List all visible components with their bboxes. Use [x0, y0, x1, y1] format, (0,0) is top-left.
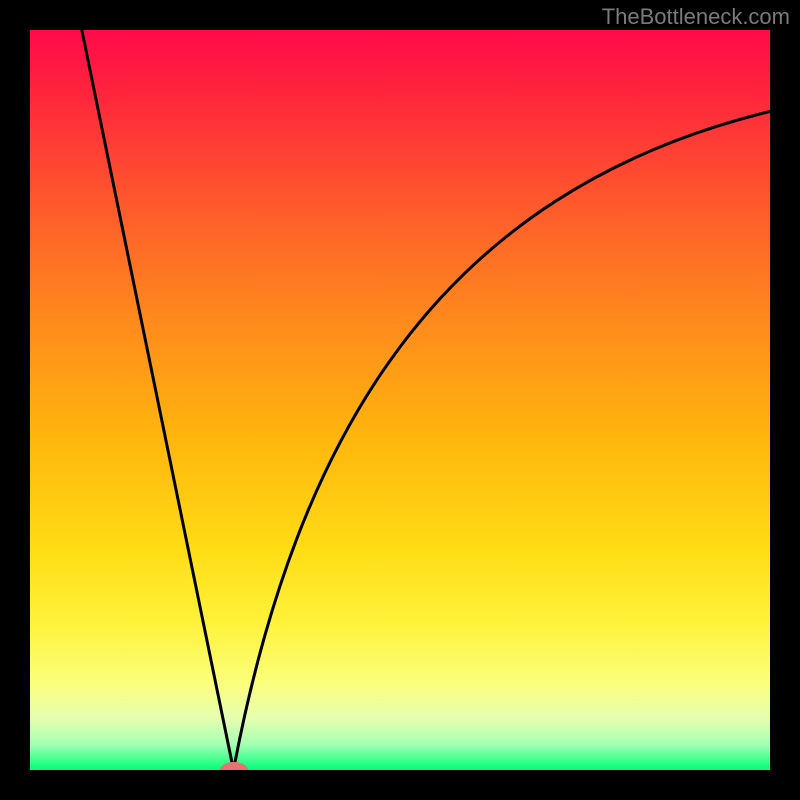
plot-area	[30, 30, 770, 770]
watermark-text: TheBottleneck.com	[602, 4, 790, 30]
bottleneck-curve	[30, 30, 770, 770]
